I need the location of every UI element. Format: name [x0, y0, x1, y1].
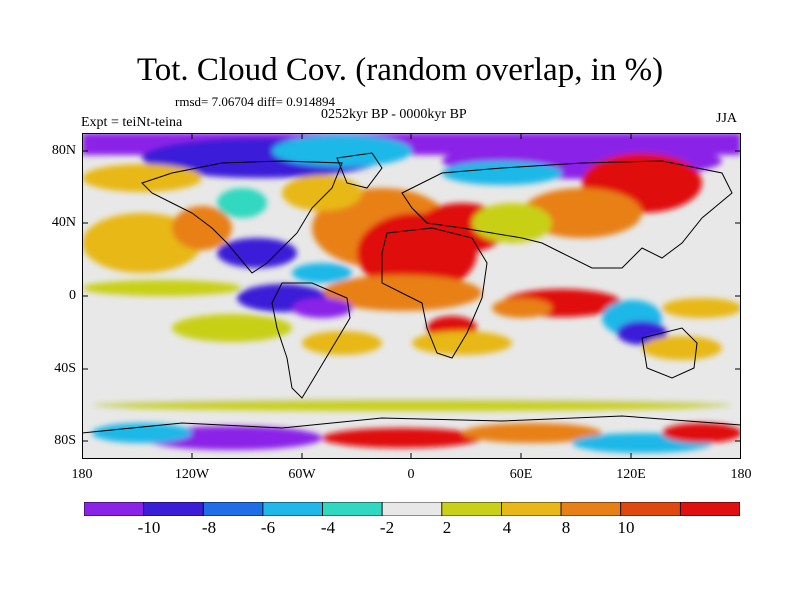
colorbar-label: -8	[201, 518, 217, 537]
north-america-coast	[141, 160, 343, 274]
colorbar-label: -4	[320, 518, 336, 537]
colorbar-label: 4	[502, 518, 512, 537]
colorbar-cell	[202, 502, 264, 516]
lon-label-180-left: 180	[71, 467, 93, 482]
colorbar-cell	[84, 502, 145, 516]
lon-label-180-right: 180	[730, 467, 752, 482]
colorbar-cell	[322, 502, 383, 516]
lat-ticks	[82, 150, 741, 442]
experiment-label: Expt = teiNt-teina	[81, 115, 183, 130]
colorbar-label: 2	[442, 518, 452, 537]
colorbar-label: -10	[137, 518, 161, 537]
coastlines	[82, 152, 741, 434]
colorbar-cell	[143, 502, 204, 516]
season-label: JJA	[716, 111, 738, 126]
stats-label: rmsd= 7.06704 diff= 0.914894	[175, 94, 335, 109]
lat-label-0: 0	[69, 288, 76, 303]
colorbar-label: 8	[561, 518, 571, 537]
lon-ticks	[191, 133, 632, 459]
colorbar-cell	[501, 502, 562, 516]
colorbar-cell	[560, 502, 622, 516]
lon-label-120e: 120E	[616, 467, 646, 482]
colorbar	[84, 502, 740, 516]
lon-label-60e: 60E	[509, 467, 533, 482]
colorbar-cell	[262, 502, 323, 516]
australia-coast	[641, 327, 698, 379]
colorbar-label: -2	[379, 518, 395, 537]
colorbar-label: 10	[617, 518, 635, 537]
colorbar-cell	[441, 502, 502, 516]
south-america-coast	[271, 282, 351, 399]
anomaly-fields	[82, 133, 741, 453]
greenland-coast	[336, 152, 383, 189]
colorbar-cell	[620, 502, 681, 516]
africa-coast	[381, 227, 488, 359]
lat-label-40s: 40S	[54, 361, 76, 376]
antarctica-coast	[82, 415, 741, 434]
colorbar-cell	[381, 502, 443, 516]
colorbar-label: -6	[260, 518, 276, 537]
colorbar-cell	[679, 502, 740, 516]
lat-label-40n: 40N	[51, 215, 76, 230]
plot-title: Tot. Cloud Cov. (random overlap, in %)	[136, 52, 664, 88]
eurasia-coast	[401, 160, 733, 269]
lat-label-80s: 80S	[54, 433, 76, 448]
lon-label-0: 0	[407, 467, 415, 482]
lon-label-120w: 120W	[174, 467, 210, 482]
lat-label-80n: 80N	[51, 143, 76, 158]
cloud-cover-map	[82, 133, 741, 459]
period-label: 0252kyr BP - 0000kyr BP	[321, 107, 467, 122]
lon-label-60w: 60W	[288, 467, 316, 482]
